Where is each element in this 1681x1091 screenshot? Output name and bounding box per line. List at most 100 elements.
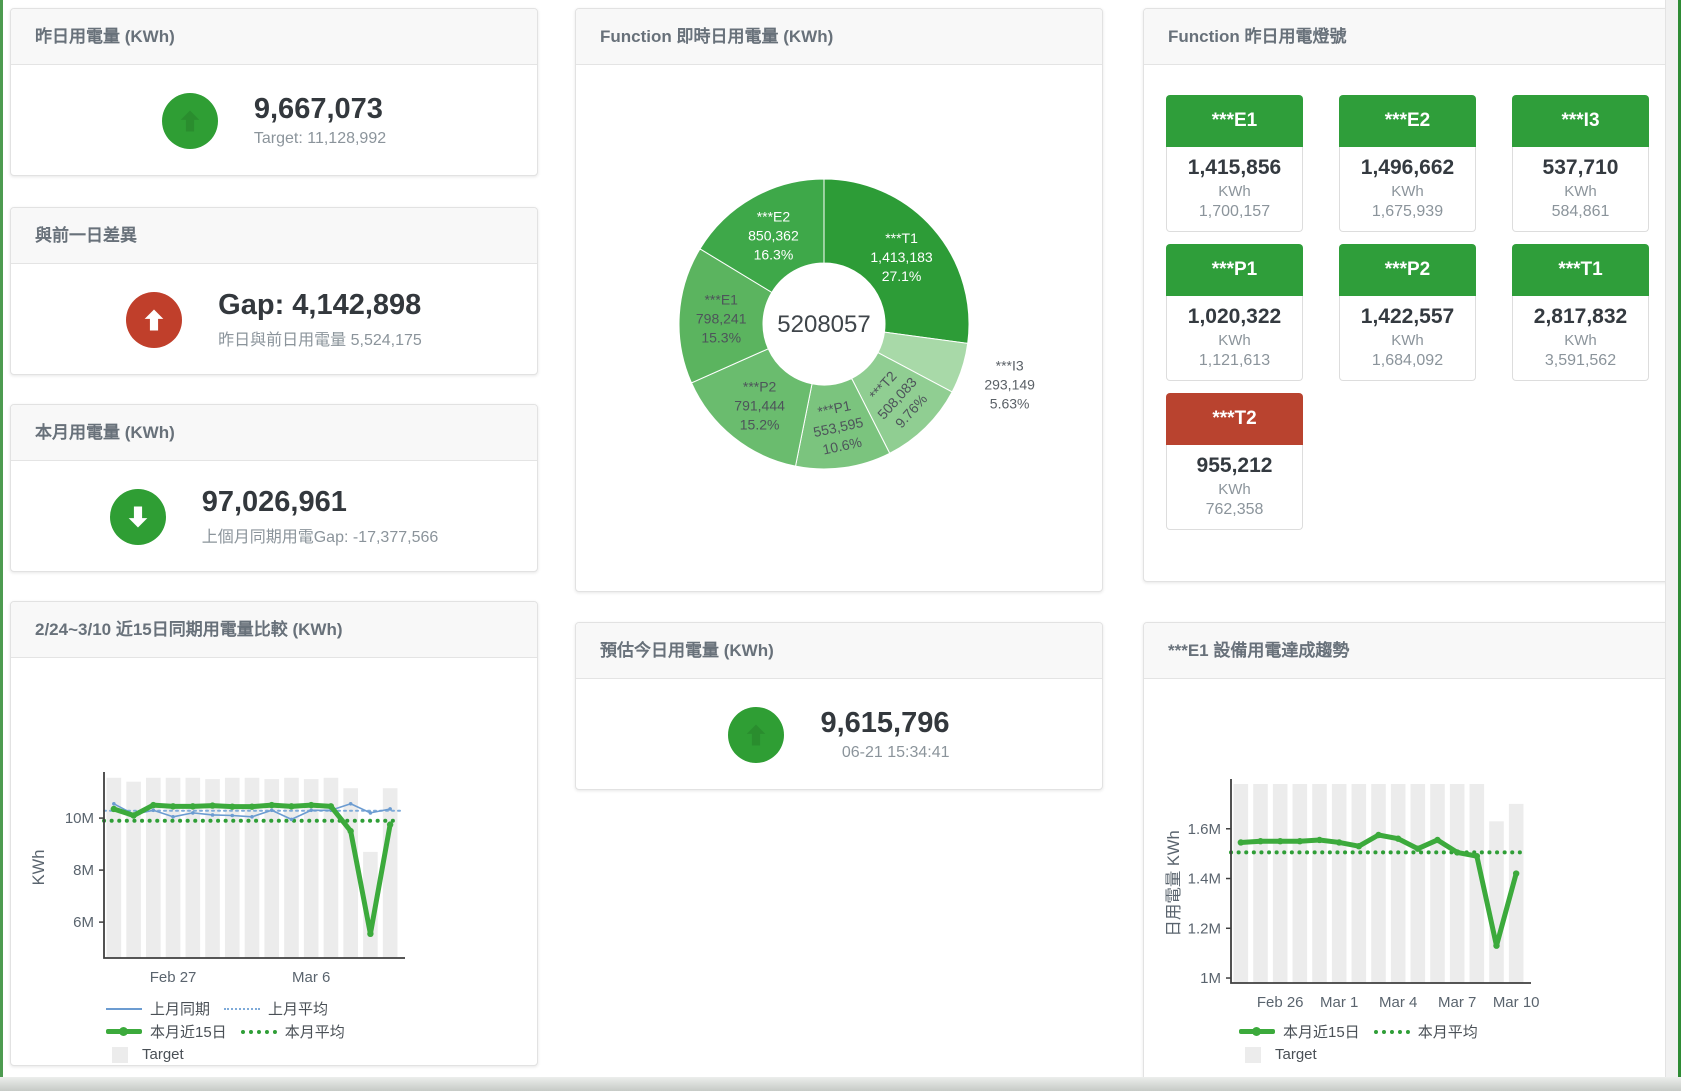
green-status-circle-icon bbox=[728, 706, 785, 763]
card-yesterday-title: 昨日用電量 (KWh) bbox=[11, 9, 537, 65]
series-point bbox=[1414, 845, 1422, 852]
target-bar bbox=[264, 779, 280, 958]
target-bar bbox=[205, 779, 220, 958]
tile-unit: KWh bbox=[1218, 183, 1251, 200]
series-point bbox=[1237, 839, 1245, 846]
card-today-estimate: 預估今日用電量 (KWh) 9,615,796 06-21 15:34:41 bbox=[575, 622, 1103, 790]
y-tick-label: 1.2M bbox=[1188, 920, 1221, 937]
series-point bbox=[288, 803, 295, 810]
bottom-scrollbar-track[interactable] bbox=[0, 1077, 1681, 1091]
donut-slice-label: ***I3 293,149 5.63% bbox=[984, 358, 1035, 412]
target-bar bbox=[1312, 784, 1327, 983]
tile-target: 3,591,562 bbox=[1544, 352, 1617, 369]
line-green-swatch bbox=[1239, 1027, 1275, 1036]
dots-blue-swatch bbox=[224, 1007, 261, 1010]
series-point bbox=[130, 812, 137, 819]
series-point bbox=[229, 803, 236, 810]
today-metric: 9,615,796 06-21 15:34:41 bbox=[576, 679, 1102, 790]
e1-trend-chart[interactable]: 1M 1.2M 1.4M 1.6M Feb 26 Mar 1 Mar 4 Mar 7 Mar 1… bbox=[1144, 679, 1672, 1024]
target-bar bbox=[1430, 784, 1445, 983]
donut-slice-T1[interactable] bbox=[823, 178, 970, 344]
tile-unit: KWh bbox=[1391, 332, 1424, 349]
card-status-lights: Function 昨日用電燈號 ***E1 1,415,856 KWh 1,700,1… bbox=[1143, 8, 1671, 582]
series-point bbox=[1257, 838, 1264, 845]
tile-unit: KWh bbox=[1218, 481, 1251, 498]
comparison-chart[interactable]: 6M 8M 10M Feb 27 Mar 6 KWh bbox=[11, 658, 539, 998]
target-bar bbox=[303, 779, 319, 958]
legend-item-line-green[interactable]: 本月近15日 bbox=[1239, 1021, 1360, 1042]
legend-item-line-green[interactable]: 本月近15日 bbox=[106, 1021, 227, 1042]
tile-label: ***I3 bbox=[1512, 95, 1649, 147]
y-tick-label: 8M bbox=[73, 862, 94, 879]
donut-slice-P2[interactable] bbox=[690, 348, 813, 467]
series-point bbox=[171, 814, 175, 819]
legend-item-square[interactable]: Target bbox=[1239, 1044, 1317, 1065]
light-tile-T2: ***T2 955,212 KWh 762,358 bbox=[1166, 393, 1303, 530]
tile-body: 2,817,832 KWh 3,591,562 bbox=[1512, 296, 1649, 381]
tile-target: 1,121,613 bbox=[1198, 352, 1271, 369]
legend-label: 本月近15日 bbox=[1283, 1024, 1360, 1041]
series-point bbox=[1493, 942, 1500, 949]
square-swatch bbox=[1245, 1046, 1261, 1063]
comparison-legend: 上月同期 上月平均本月近15日 本月平均 Target bbox=[106, 998, 416, 1065]
tile-body: 1,020,322 KWh 1,121,613 bbox=[1166, 296, 1303, 381]
series-point bbox=[150, 801, 157, 809]
target-bar bbox=[343, 788, 358, 958]
series-point bbox=[269, 808, 274, 813]
axes bbox=[103, 772, 405, 959]
tile-target: 762,358 bbox=[1205, 501, 1264, 518]
today-timestamp: 06-21 15:34:41 bbox=[841, 743, 950, 761]
card-month-usage: 本月用電量 (KWh) 97,026,961 上個月同期用電Gap: -17,3… bbox=[10, 404, 538, 572]
legend-item-line-blue[interactable]: 上月同期 bbox=[106, 998, 210, 1019]
light-tile-E2: ***E2 1,496,662 KWh 1,675,939 bbox=[1339, 95, 1476, 232]
x-tick-label: Feb 27 bbox=[150, 969, 197, 986]
tile-label: ***E2 bbox=[1339, 95, 1476, 147]
light-tile-I3: ***I3 537,710 KWh 584,861 bbox=[1512, 95, 1649, 232]
y-tick-label: 1.6M bbox=[1188, 821, 1221, 838]
target-bar bbox=[1371, 784, 1386, 983]
x-tick-label: Feb 26 bbox=[1257, 994, 1304, 1011]
legend-item-dots-green[interactable]: 本月平均 bbox=[240, 1021, 345, 1042]
legend-item-dots-green[interactable]: 本月平均 bbox=[1373, 1021, 1478, 1042]
y-tick-label: 6M bbox=[73, 914, 94, 931]
window-right-border bbox=[1678, 0, 1681, 1091]
legend-label: 上月平均 bbox=[268, 1001, 329, 1018]
series-point bbox=[248, 803, 256, 810]
series-point bbox=[110, 805, 118, 813]
square-swatch bbox=[112, 1046, 128, 1063]
realtime-usage-donut-chart[interactable]: ***T1 1,413,183 27.1%***I3 293,149 5.63%***T… bbox=[576, 65, 1104, 593]
legend-item-dots-blue[interactable]: 上月平均 bbox=[224, 998, 328, 1019]
card-yesterday-usage: 昨日用電量 (KWh) 9,667,073 Target: 11,128,992 bbox=[10, 8, 538, 176]
legend-item-square[interactable]: Target bbox=[106, 1044, 184, 1065]
series-point bbox=[308, 801, 315, 809]
dots-green-swatch bbox=[1373, 1029, 1410, 1034]
series-point bbox=[250, 814, 254, 819]
series-point bbox=[209, 802, 216, 809]
donut-chart-title: Function 即時日用電量 (KWh) bbox=[576, 9, 1102, 65]
target-bar bbox=[1469, 784, 1485, 983]
right-scrollbar-track[interactable] bbox=[1665, 0, 1678, 1091]
target-bar bbox=[323, 777, 339, 958]
series-point bbox=[112, 801, 116, 806]
target-bar bbox=[185, 777, 201, 958]
tile-value: 1,020,322 bbox=[1187, 305, 1282, 328]
series-point bbox=[189, 803, 196, 810]
series-point bbox=[347, 827, 354, 835]
series-point bbox=[1375, 831, 1382, 839]
donut-slice-label: ***P1553,59510.6% bbox=[808, 395, 869, 458]
series-point bbox=[191, 811, 195, 815]
donut-center-total: 5208057 bbox=[777, 311, 870, 338]
series-point bbox=[388, 807, 392, 811]
series-point bbox=[169, 803, 177, 810]
y-tick-label: 1.4M bbox=[1188, 871, 1221, 888]
target-bar bbox=[1351, 784, 1367, 983]
donut-slice-E2[interactable] bbox=[699, 178, 825, 294]
target-bar bbox=[363, 851, 378, 958]
tile-target: 584,861 bbox=[1551, 203, 1610, 220]
series-point bbox=[268, 801, 275, 809]
target-bar bbox=[1233, 784, 1249, 983]
series-point bbox=[386, 821, 394, 828]
e1-trend-title: ***E1 設備用電達成趨勢 bbox=[1144, 623, 1670, 679]
gap-sub: 昨日與前日用電量 5,524,175 bbox=[218, 331, 422, 349]
